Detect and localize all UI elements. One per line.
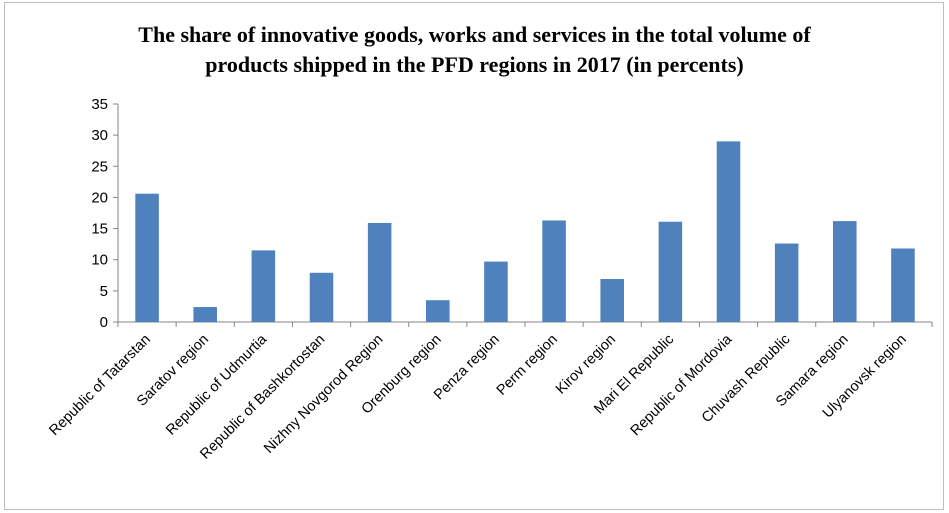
- y-tick-label: 5: [100, 283, 108, 300]
- bar: [426, 300, 450, 322]
- bar: [251, 250, 276, 322]
- bars: [135, 141, 915, 322]
- bar: [542, 220, 566, 322]
- chart-title-line-1: The share of innovative goods, works and…: [138, 22, 811, 47]
- bar: [600, 279, 624, 322]
- y-axis: 0 5 10 15 20 25 30 35: [91, 96, 119, 331]
- bar: [891, 248, 915, 322]
- category-label: Perm region: [494, 332, 561, 399]
- x-axis: [117, 321, 933, 327]
- bar: [774, 243, 799, 322]
- bar: [833, 221, 857, 322]
- chart-title-line-2: products shipped in the PFD regions in 2…: [205, 52, 744, 77]
- bar: [193, 307, 217, 322]
- bar: [309, 272, 334, 322]
- category-label: Republic of Tatarstan: [46, 332, 153, 439]
- y-tick-label: 20: [91, 189, 108, 206]
- y-tick-label: 15: [91, 221, 108, 238]
- category-label: Republic of Mordovia: [628, 331, 736, 439]
- bar: [658, 221, 683, 322]
- y-tick-label: 25: [91, 158, 108, 175]
- bar: [367, 222, 392, 322]
- category-label: Republic of Udmurtia: [163, 331, 271, 439]
- chart-title: The share of innovative goods, works and…: [0, 20, 949, 80]
- y-tick-label: 30: [91, 127, 108, 144]
- category-label: Nizhny Novgorod Region: [261, 332, 386, 457]
- bar: [484, 261, 508, 322]
- y-tick-label: 10: [91, 252, 108, 269]
- bar: [716, 141, 741, 322]
- y-tick-label: 0: [100, 314, 108, 331]
- bar: [135, 193, 159, 322]
- y-tick-label: 35: [91, 96, 108, 113]
